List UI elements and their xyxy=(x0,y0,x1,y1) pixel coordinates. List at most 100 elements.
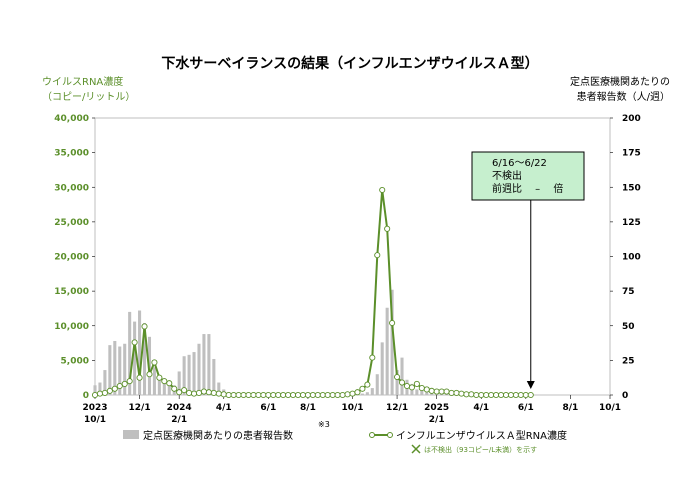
bar xyxy=(108,345,112,395)
bar xyxy=(128,311,132,395)
left-tick-label: 25,000 xyxy=(54,218,89,228)
legend-nd-note: は不検出（93コピー/L未満）を示す xyxy=(424,445,537,454)
line-point xyxy=(413,380,420,387)
line-point xyxy=(215,390,222,397)
bar xyxy=(197,343,201,395)
line-point xyxy=(195,389,203,396)
line-point xyxy=(324,391,331,399)
bar xyxy=(217,382,221,395)
bar xyxy=(425,392,429,395)
line-point xyxy=(398,379,406,386)
line-point xyxy=(488,391,495,399)
line-point xyxy=(190,390,198,397)
legend-bar-swatch xyxy=(123,430,139,439)
right-tick-label: 200 xyxy=(622,114,641,124)
line-point xyxy=(334,391,341,399)
line-point xyxy=(96,390,104,397)
annotation-line2: 不検出 xyxy=(492,169,522,182)
bar xyxy=(187,354,191,395)
left-tick-label: 35,000 xyxy=(54,149,89,159)
bar xyxy=(212,358,216,395)
x-tick-label-sub: 2/1 xyxy=(171,415,187,425)
x-tick-label: 12/1 xyxy=(129,403,151,413)
line-point xyxy=(230,391,237,399)
line-point xyxy=(448,389,455,396)
left-tick-label: 10,000 xyxy=(54,322,89,332)
right-axis-ticks: 0 25 50 75 100 125 150 175 200 xyxy=(610,114,641,401)
line-point xyxy=(200,388,207,395)
left-tick-label: 30,000 xyxy=(54,183,89,193)
line-point xyxy=(280,391,287,399)
line-point xyxy=(106,387,113,394)
line-point xyxy=(141,323,148,330)
bar xyxy=(370,388,374,395)
line-point xyxy=(245,391,252,399)
line-point xyxy=(210,389,217,396)
bar xyxy=(118,346,122,395)
line-point xyxy=(265,391,272,399)
x-tick-label: 6/1 xyxy=(260,403,276,413)
line-point xyxy=(299,391,307,399)
line-point xyxy=(111,385,118,392)
line-point xyxy=(458,390,465,397)
x-tick-label: 8/1 xyxy=(562,403,578,413)
line-point xyxy=(339,391,346,399)
bar xyxy=(98,382,102,395)
bar xyxy=(162,378,166,395)
x-tick-label-sub: 10/1 xyxy=(84,415,106,425)
left-tick-label: 40,000 xyxy=(54,114,89,124)
line-point xyxy=(453,389,460,396)
legend: 定点医療機関あたりの患者報告数 ※3 インフルエンザウイルスＡ型RNA濃度 は不… xyxy=(123,420,567,454)
annotation-line1: 6/16～6/22 xyxy=(492,158,547,169)
right-tick-label: 50 xyxy=(622,322,635,332)
chart-title: 下水サーベイランスの結果（インフルエンザウイルスＡ型） xyxy=(161,55,538,72)
line-point xyxy=(275,391,282,399)
line-point xyxy=(186,389,193,396)
line-point xyxy=(304,391,311,399)
line-point xyxy=(463,391,470,398)
line-point xyxy=(403,382,411,390)
right-tick-label: 100 xyxy=(622,253,641,263)
line-point xyxy=(250,391,257,399)
bar xyxy=(420,390,424,395)
bar xyxy=(142,322,147,395)
x-tick-label: 12/1 xyxy=(386,403,408,413)
line-point xyxy=(319,391,326,399)
line-point xyxy=(354,389,361,396)
line-point xyxy=(220,391,227,398)
left-tick-label: 5,000 xyxy=(61,356,89,366)
bar xyxy=(113,340,117,395)
line-point xyxy=(181,387,188,394)
bar xyxy=(103,370,107,395)
bar xyxy=(167,382,171,395)
left-axis-ticks: 0 5,000 10,000 15,000 20,000 25,000 30,000 35,0… xyxy=(54,114,95,401)
line-point xyxy=(502,391,510,399)
bar xyxy=(395,370,399,395)
line-point xyxy=(329,391,336,399)
line-point xyxy=(379,186,386,194)
line-point xyxy=(507,391,515,399)
annotation: 6/16～6/22 不検出 前週比 – 倍 xyxy=(471,151,585,389)
line-point xyxy=(255,391,262,399)
line-point xyxy=(161,378,168,385)
bar xyxy=(133,321,137,395)
line-point xyxy=(151,359,158,366)
left-tick-label: 20,000 xyxy=(54,253,89,263)
legend-line-marker-left xyxy=(369,432,375,438)
left-axis-label-line2: （コピー/リットル） xyxy=(42,91,135,103)
line-point xyxy=(314,391,321,399)
bar xyxy=(192,352,196,395)
line-point xyxy=(364,381,371,388)
right-tick-label: 150 xyxy=(622,183,641,193)
bar xyxy=(385,307,389,395)
line-point xyxy=(235,391,242,399)
bar xyxy=(202,334,206,395)
line-point xyxy=(225,391,232,399)
bar xyxy=(177,371,181,395)
left-axis-label-line1: ウイルスRNA濃度 xyxy=(42,75,123,88)
right-axis-label-line2: 患者報告数（人/週） xyxy=(577,90,670,103)
line-point xyxy=(146,371,153,378)
line-point xyxy=(309,391,316,399)
legend-line-marker-right xyxy=(387,432,393,438)
line-point xyxy=(512,391,519,399)
